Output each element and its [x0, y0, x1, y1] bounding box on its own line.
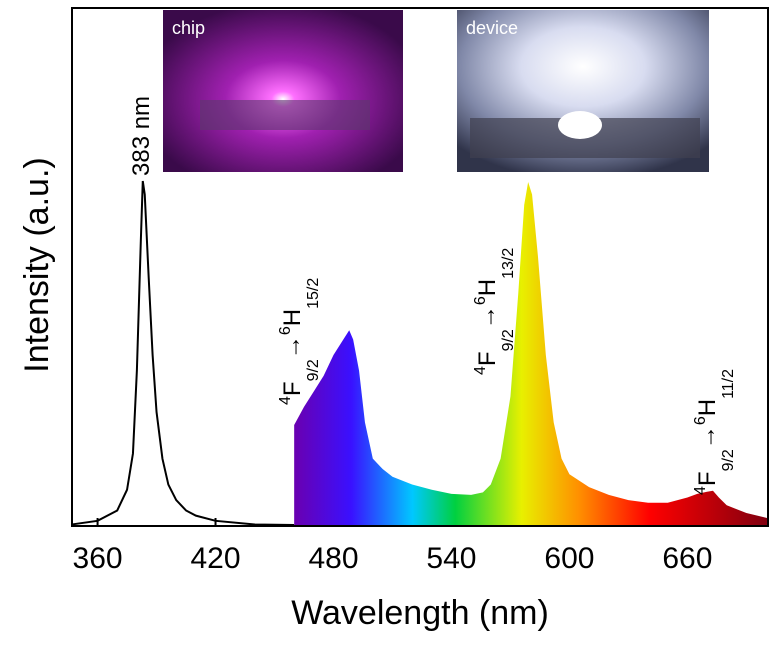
- label-part: 13/2: [500, 248, 517, 279]
- label-part: F: [474, 351, 501, 366]
- x-tick-label: 660: [662, 542, 712, 575]
- label-part: 11/2: [720, 369, 737, 399]
- chart: chip device Wavelength (nm) Intensity (a…: [0, 0, 769, 648]
- x-tick-label: 420: [190, 542, 240, 575]
- label-part: 6: [692, 416, 709, 425]
- label-part: 4: [472, 366, 489, 375]
- x-tick-label: 600: [544, 542, 594, 575]
- transition-label: 4F9/2→6H11/2: [692, 369, 737, 495]
- label-part: H: [279, 309, 306, 326]
- inset-chip: chip: [163, 10, 403, 172]
- label-part: 6: [472, 296, 489, 305]
- label-part: →: [279, 335, 306, 359]
- inset-device: device: [457, 10, 709, 172]
- x-tick-label: 540: [426, 542, 476, 575]
- label-part: 4: [692, 486, 709, 495]
- inset-label: chip: [172, 18, 205, 38]
- label-part: 15/2: [305, 278, 322, 309]
- label-part: 9/2: [305, 359, 322, 381]
- label-part: F: [279, 381, 306, 396]
- label-part: 9/2: [720, 449, 737, 471]
- label-part: H: [474, 279, 501, 296]
- label-part: 4: [277, 396, 294, 405]
- label-part: →: [694, 425, 721, 449]
- label-part: H: [694, 399, 721, 416]
- x-axis-title: Wavelength (nm): [291, 594, 549, 632]
- y-axis-title: Intensity (a.u.): [18, 157, 56, 372]
- x-tick-label: 480: [308, 542, 358, 575]
- peak-label: 383 nm: [128, 96, 155, 176]
- label-part: F: [694, 471, 721, 486]
- transition-label: 4F9/2→6H15/2: [277, 278, 322, 405]
- transition-label: 4F9/2→6H13/2: [472, 248, 517, 375]
- label-part: →: [474, 305, 501, 329]
- label-part: 6: [277, 326, 294, 335]
- inset-label: device: [466, 18, 518, 38]
- x-tick-label: 360: [73, 542, 123, 575]
- spectrum-line: [72, 181, 294, 525]
- label-part: 9/2: [500, 329, 517, 351]
